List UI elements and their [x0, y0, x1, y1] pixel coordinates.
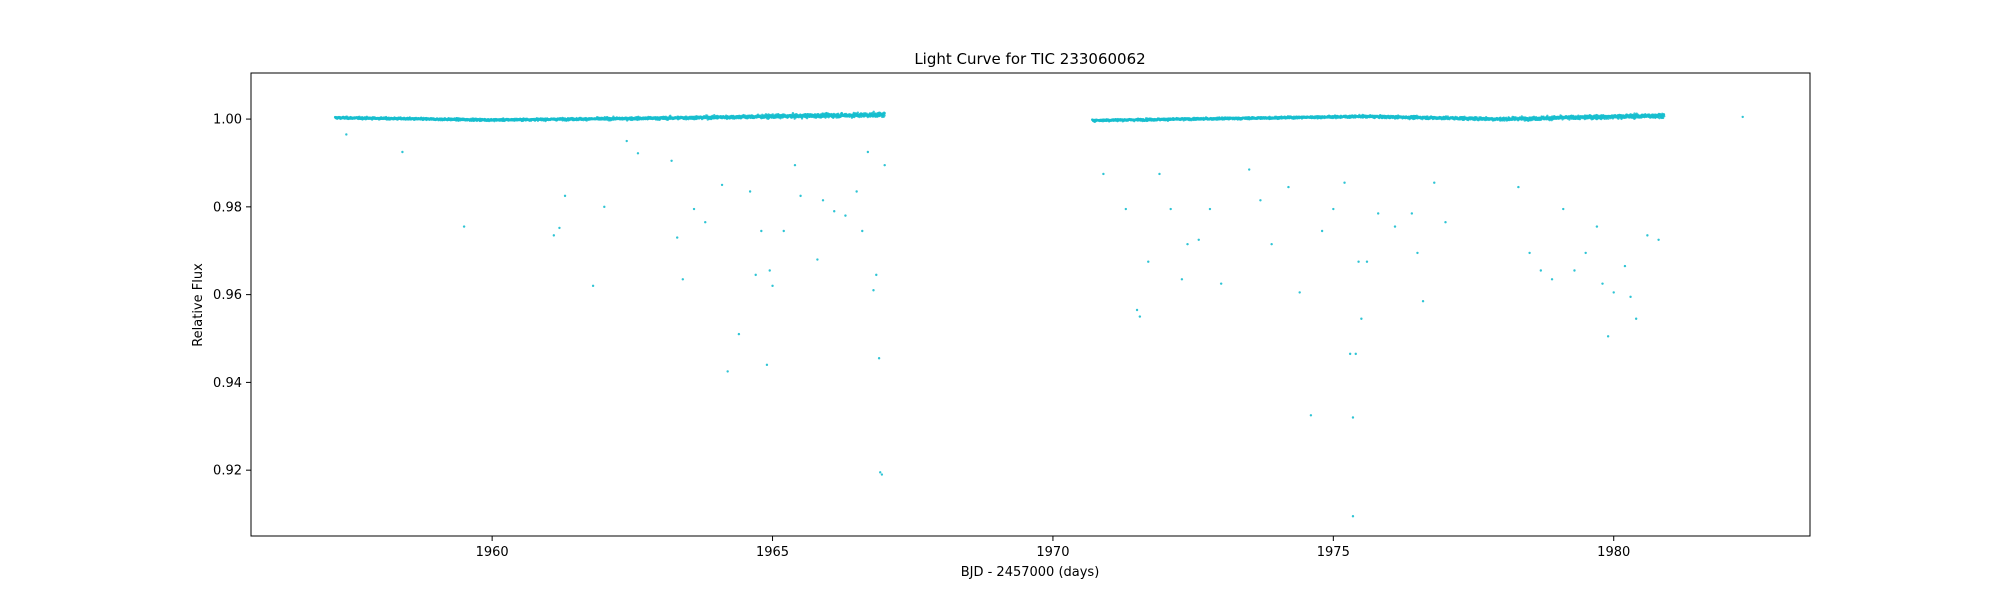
data-point: [883, 111, 886, 115]
data-point: [883, 114, 886, 117]
data-point: [856, 111, 860, 114]
plot-area: [250, 72, 1811, 537]
chart-title: Light Curve for TIC 233060062: [914, 50, 1145, 68]
data-points: [333, 110, 1744, 518]
